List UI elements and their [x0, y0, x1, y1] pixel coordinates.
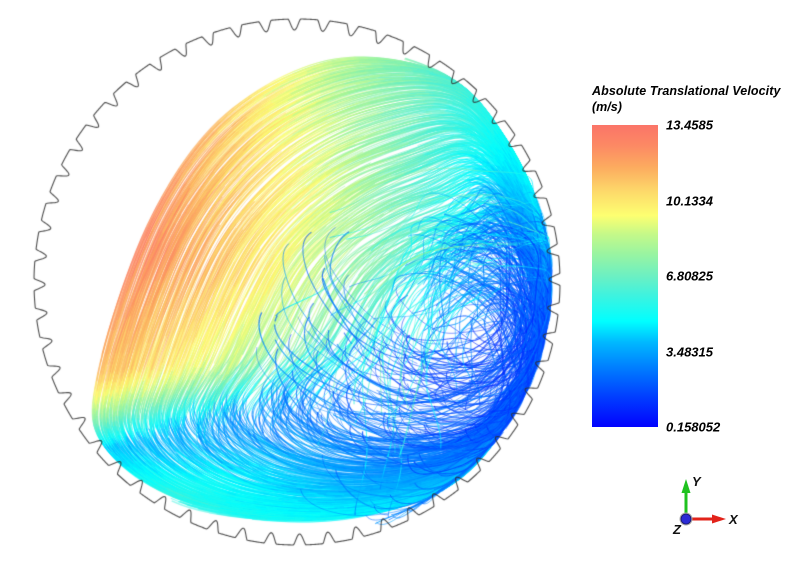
scalar-bar-title: Absolute Translational Velocity	[592, 84, 781, 98]
scalar-bar-tick: 3.48315	[666, 344, 713, 359]
scalar-bar-gradient	[592, 125, 658, 427]
orientation-axes-widget: Y X Z	[672, 474, 739, 537]
z-axis-sphere-icon	[679, 512, 693, 526]
scalar-bar-tick-max: 13.4585	[666, 117, 713, 133]
scalar-bar-tick-min: 0.158052	[666, 419, 721, 435]
scalar-bar-tick: 10.1334	[666, 193, 713, 208]
y-axis-label: Y	[692, 474, 702, 489]
scalar-bar-tick: 6.80825	[666, 268, 713, 284]
z-axis-label: Z	[672, 522, 682, 537]
x-axis-label: X	[728, 512, 739, 527]
scalar-bar-units: (m/s)	[592, 100, 622, 114]
